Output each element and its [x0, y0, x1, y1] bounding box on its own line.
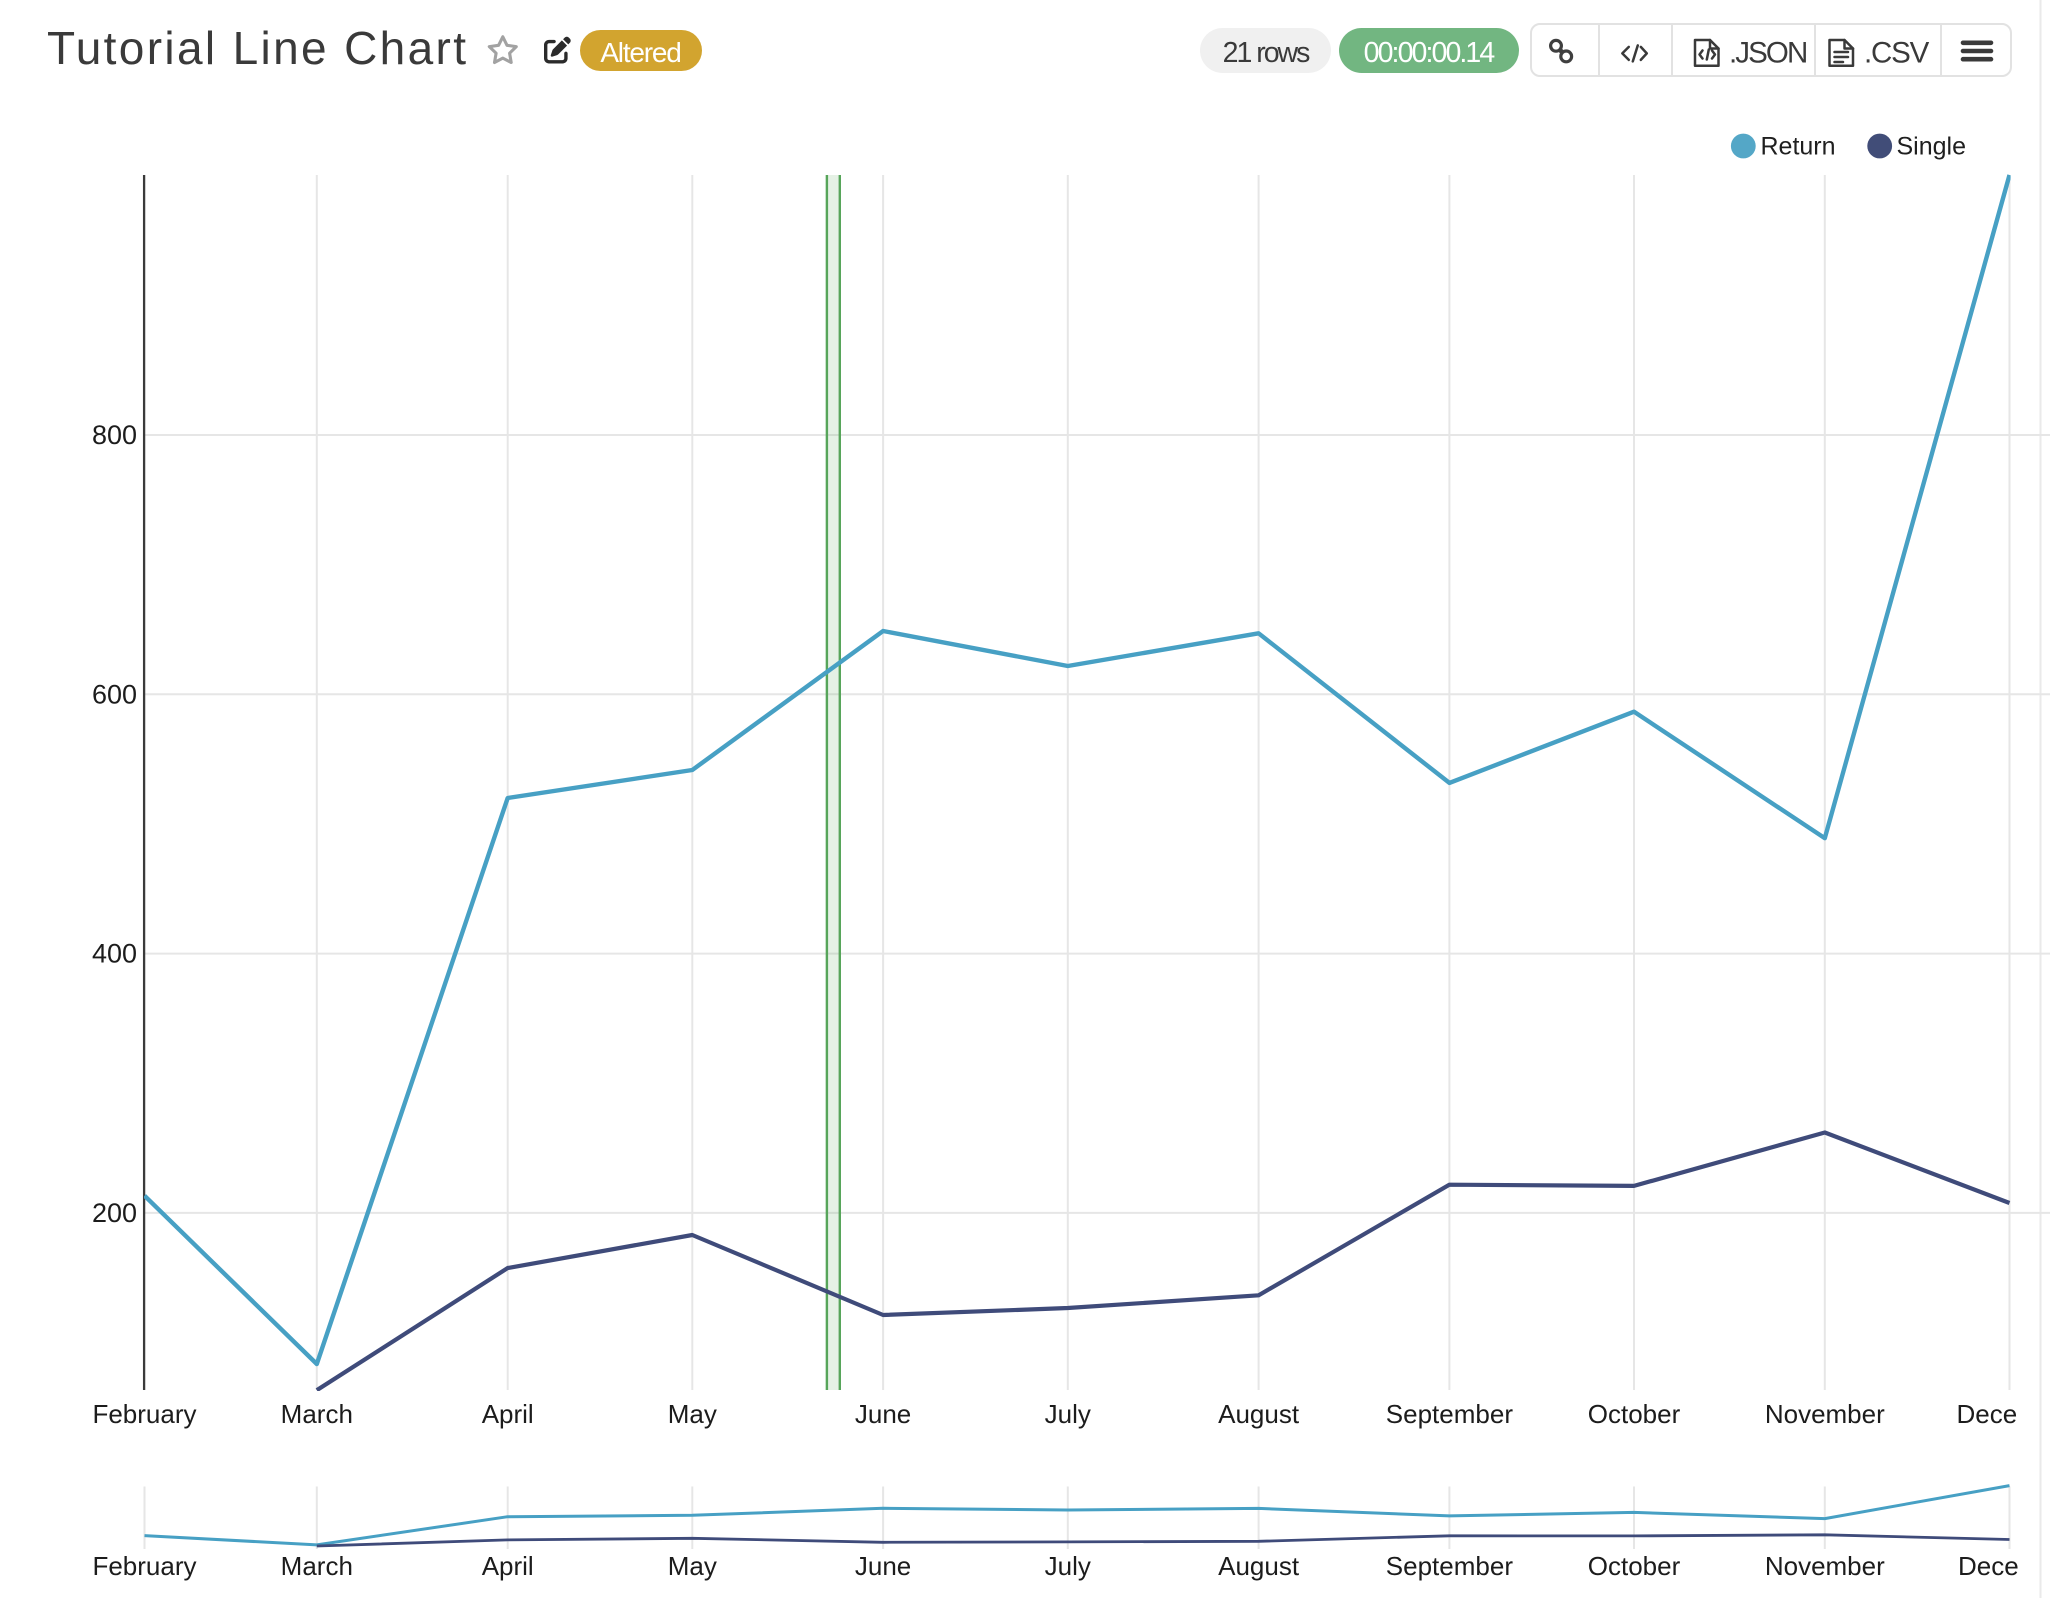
svg-text:September: September — [1386, 1551, 1514, 1581]
svg-text:400: 400 — [92, 939, 137, 969]
svg-text:March: March — [281, 1551, 353, 1581]
svg-text:Dece: Dece — [1958, 1551, 2019, 1581]
svg-text:July: July — [1045, 1399, 1091, 1429]
svg-text:May: May — [668, 1399, 717, 1429]
svg-text:March: March — [281, 1399, 353, 1429]
svg-text:October: October — [1588, 1551, 1681, 1581]
svg-text:800: 800 — [92, 420, 137, 450]
svg-text:September: September — [1386, 1399, 1514, 1429]
svg-text:April: April — [482, 1399, 534, 1429]
svg-text:200: 200 — [92, 1198, 137, 1228]
svg-text:May: May — [668, 1551, 717, 1581]
svg-text:.CSV: .CSV — [1864, 36, 1930, 69]
svg-text:June: June — [855, 1399, 911, 1429]
svg-text:Single: Single — [1897, 133, 1967, 161]
svg-text:April: April — [482, 1551, 534, 1581]
svg-text:600: 600 — [92, 679, 137, 709]
svg-text:August: August — [1218, 1551, 1300, 1581]
svg-text:.JSON: .JSON — [1729, 36, 1806, 69]
svg-text:July: July — [1045, 1551, 1091, 1581]
svg-text:June: June — [855, 1551, 911, 1581]
svg-text:August: August — [1218, 1399, 1300, 1429]
svg-text:November: November — [1765, 1551, 1885, 1581]
svg-text:February: February — [92, 1551, 196, 1581]
svg-text:November: November — [1765, 1399, 1885, 1429]
svg-text:October: October — [1588, 1399, 1681, 1429]
svg-text:Return: Return — [1761, 133, 1836, 161]
svg-text:Dece: Dece — [1957, 1399, 2018, 1429]
svg-text:February: February — [92, 1399, 196, 1429]
